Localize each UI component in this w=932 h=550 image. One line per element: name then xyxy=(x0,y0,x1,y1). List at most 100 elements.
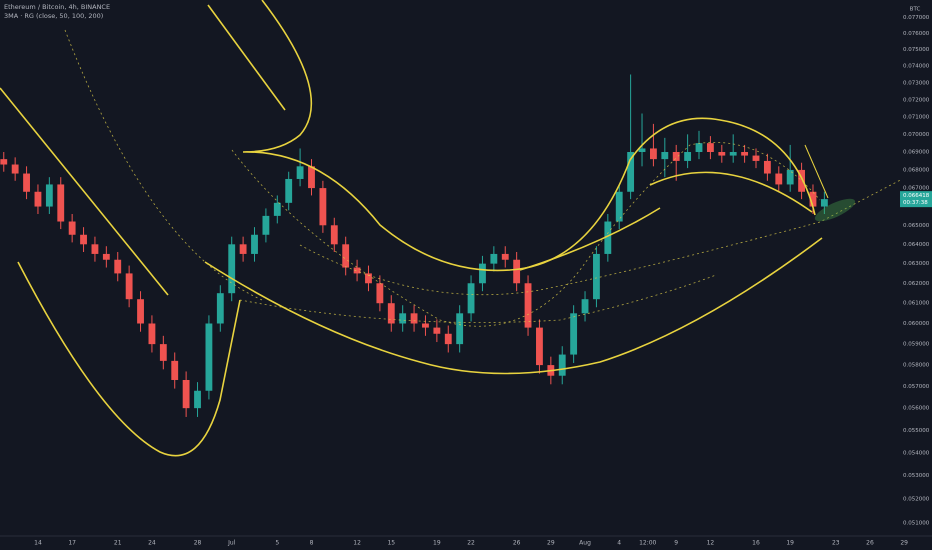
candle-body xyxy=(718,152,726,156)
y-tick-label: 0.051000 xyxy=(903,520,930,526)
candle-body xyxy=(228,244,236,294)
candles xyxy=(0,74,828,417)
curve xyxy=(519,207,661,271)
y-tick-label: 0.055000 xyxy=(903,428,930,434)
candle-body xyxy=(194,390,201,409)
x-tick-label: 12 xyxy=(353,540,361,547)
y-tick-label: 0.063000 xyxy=(903,261,930,267)
y-tick-label: 0.068000 xyxy=(903,167,930,173)
trend-line xyxy=(207,4,286,111)
curve xyxy=(17,261,241,457)
candle-body xyxy=(570,313,578,355)
candle-body xyxy=(513,259,521,284)
price-axis xyxy=(900,0,932,536)
candle-body xyxy=(433,327,441,334)
candle-body xyxy=(524,283,532,328)
x-tick-label: 14 xyxy=(34,540,42,547)
candle-body xyxy=(558,354,566,376)
trend-line xyxy=(0,87,169,296)
axes: 0.077000 0.076000 0.075000 0.074000 0.073000… xyxy=(34,15,932,547)
candle-body xyxy=(615,191,623,222)
x-tick-label: 22 xyxy=(467,540,475,547)
trend-line xyxy=(804,144,829,199)
candle-body xyxy=(102,253,110,260)
candle-body xyxy=(148,323,156,345)
candle-body xyxy=(456,313,464,345)
candle-body xyxy=(239,244,247,254)
y-tick-label: 0.073000 xyxy=(903,80,930,86)
candle-body xyxy=(23,173,30,192)
countdown: 00:37:38 xyxy=(903,200,928,206)
last-price-label: 0.066418 xyxy=(903,193,930,199)
y-tick-label: 0.061000 xyxy=(903,301,930,307)
y-tick-label: 0.074000 xyxy=(903,64,930,70)
candle-body xyxy=(729,152,737,156)
candle-body xyxy=(376,283,384,304)
candle-body xyxy=(45,184,53,207)
drawings xyxy=(0,0,911,457)
y-tick-label: 0.075000 xyxy=(903,47,930,53)
candle-body xyxy=(649,148,657,160)
candle-body xyxy=(706,143,714,153)
y-tick-label: 0.052000 xyxy=(903,497,930,503)
x-tick-label: Aug xyxy=(579,540,591,547)
candle-body xyxy=(57,184,65,222)
candle-body xyxy=(820,199,828,207)
x-tick-label: 29 xyxy=(547,540,555,547)
dashed-curve xyxy=(299,174,911,296)
candle-body xyxy=(114,259,122,274)
x-tick-label: 8 xyxy=(310,540,314,547)
candle-body xyxy=(216,293,224,324)
x-tick-label: 16 xyxy=(752,540,760,547)
x-tick-label: 29 xyxy=(900,540,908,547)
candle-body xyxy=(387,303,395,324)
x-tick-label: Jul xyxy=(227,540,236,547)
candle-body xyxy=(251,234,258,254)
x-tick-label: 21 xyxy=(114,540,122,547)
y-tick-label: 0.070000 xyxy=(903,132,930,138)
x-tick-label: 26 xyxy=(866,540,874,547)
y-tick-label: 0.072000 xyxy=(903,97,930,103)
x-tick-label: 12 xyxy=(707,540,715,547)
candle-body xyxy=(775,173,783,185)
last-price-box xyxy=(900,191,932,208)
candle-body xyxy=(672,152,680,161)
x-tick-label: 26 xyxy=(513,540,521,547)
candle-body xyxy=(410,313,418,324)
x-tick-label: 24 xyxy=(148,540,156,547)
candle-body xyxy=(627,152,635,192)
candle-body xyxy=(786,169,794,185)
y-tick-label: 0.054000 xyxy=(903,450,930,456)
highlight xyxy=(814,198,856,222)
candle-body xyxy=(536,327,543,366)
y-tick-label: 0.065000 xyxy=(903,223,930,229)
candle-body xyxy=(262,215,270,235)
candle-body xyxy=(171,360,179,380)
candle-body xyxy=(11,164,19,174)
candle-body xyxy=(741,152,749,156)
candle-body xyxy=(91,244,99,254)
candle-body xyxy=(182,379,190,409)
y-tick-label: 0.064000 xyxy=(903,242,930,248)
chart-title: Ethereum / Bitcoin, 4h, BINANCE xyxy=(4,3,110,11)
candle-body xyxy=(695,143,703,153)
candle-body xyxy=(581,299,589,314)
y-tick-label: 0.071000 xyxy=(903,114,930,120)
candle-body xyxy=(68,221,76,235)
y-tick-label: 0.057000 xyxy=(903,384,930,390)
candle-body xyxy=(137,299,144,324)
y-tick-label: 0.058000 xyxy=(903,363,930,369)
candle-body xyxy=(342,244,350,268)
candle-body xyxy=(159,344,167,361)
y-tick-label: 0.069000 xyxy=(903,150,930,156)
curve xyxy=(649,171,813,213)
indicator-label: 3MA · RG (close, 50, 100, 200) xyxy=(4,12,103,20)
candle-body xyxy=(80,234,87,245)
x-tick-label: 4 xyxy=(617,540,621,547)
x-tick-label: 5 xyxy=(275,540,279,547)
x-tick-label: 23 xyxy=(832,540,840,547)
candle-body xyxy=(809,191,817,207)
